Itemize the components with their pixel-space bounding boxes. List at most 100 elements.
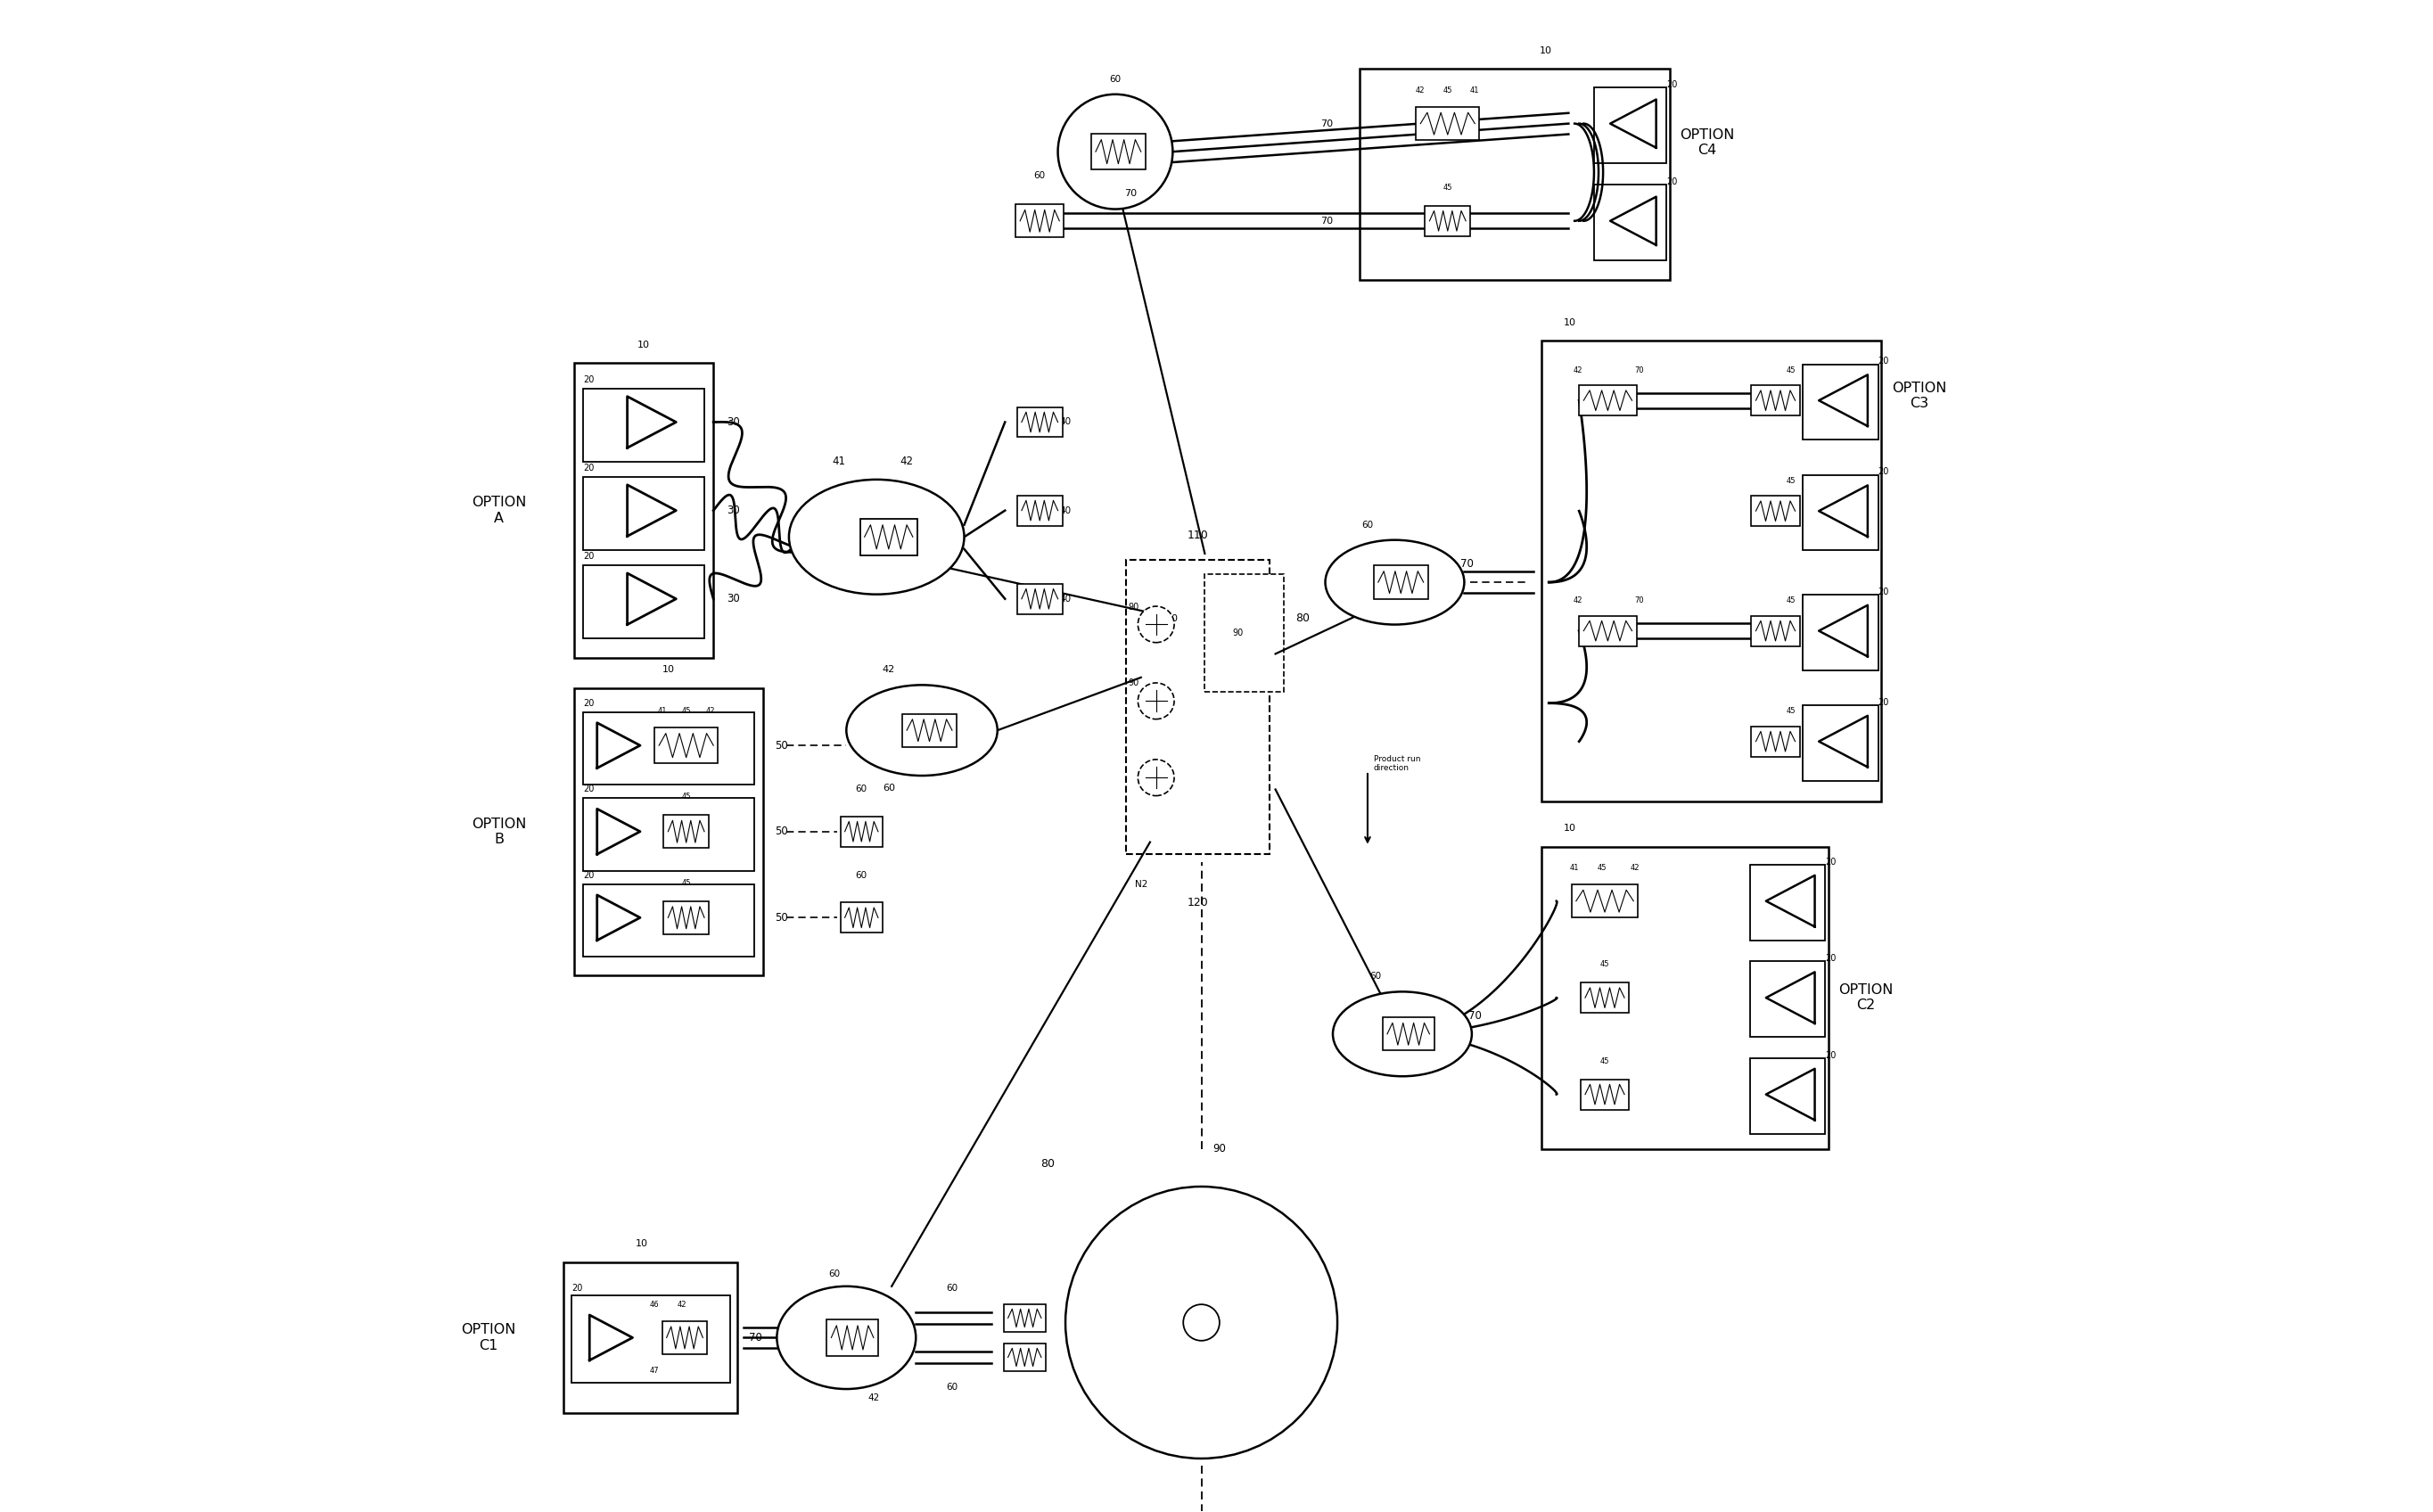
Bar: [1594, 88, 1667, 163]
Bar: [574, 363, 713, 658]
Bar: [859, 519, 917, 555]
Text: 46: 46: [650, 1300, 659, 1308]
Text: 40: 40: [1058, 507, 1071, 516]
Bar: [1581, 1080, 1630, 1110]
Text: 20: 20: [584, 464, 594, 473]
Text: 30: 30: [727, 593, 740, 605]
Text: 120: 120: [1187, 897, 1209, 909]
Text: 50: 50: [774, 912, 788, 924]
Bar: [1579, 386, 1637, 416]
Text: 42: 42: [676, 1300, 686, 1308]
Text: 60: 60: [883, 783, 895, 792]
Bar: [1360, 68, 1669, 280]
Bar: [1752, 386, 1800, 416]
Bar: [584, 565, 703, 638]
Bar: [1382, 1018, 1433, 1051]
Text: 80: 80: [1294, 612, 1309, 624]
Bar: [827, 1320, 878, 1356]
Ellipse shape: [776, 1287, 915, 1390]
Text: 60: 60: [827, 1270, 839, 1279]
Bar: [1803, 594, 1878, 670]
Circle shape: [1066, 1187, 1338, 1459]
Bar: [1090, 133, 1146, 169]
Text: 60: 60: [946, 1383, 959, 1393]
Text: 45: 45: [1786, 476, 1796, 485]
Ellipse shape: [847, 685, 998, 776]
Text: 47: 47: [650, 1367, 659, 1374]
Text: 41: 41: [1470, 86, 1479, 94]
Text: 70: 70: [1124, 189, 1136, 198]
Text: 40: 40: [1058, 417, 1071, 426]
Text: 45: 45: [1786, 597, 1796, 605]
Text: OPTION
C1: OPTION C1: [460, 1323, 516, 1352]
Circle shape: [1139, 606, 1175, 643]
Circle shape: [1182, 1305, 1219, 1341]
Bar: [1204, 575, 1285, 692]
Text: 20: 20: [1878, 587, 1890, 596]
Bar: [1752, 615, 1800, 646]
Bar: [1543, 847, 1827, 1149]
Text: 42: 42: [869, 1394, 878, 1403]
Bar: [1017, 496, 1063, 526]
Text: 45: 45: [1443, 86, 1453, 94]
Text: 70: 70: [1460, 558, 1474, 570]
Text: 20: 20: [1825, 857, 1837, 866]
Text: 45: 45: [681, 792, 691, 801]
Circle shape: [1058, 94, 1173, 209]
Text: 20: 20: [1878, 467, 1890, 476]
Text: 41: 41: [1569, 863, 1579, 872]
Text: 60: 60: [946, 1284, 959, 1293]
Bar: [662, 1321, 708, 1355]
Text: 20: 20: [1667, 80, 1679, 89]
Text: 42: 42: [1572, 366, 1581, 375]
Bar: [1579, 615, 1637, 646]
Text: 45: 45: [1443, 183, 1453, 192]
Text: OPTION
C4: OPTION C4: [1681, 129, 1735, 157]
Text: 100: 100: [1161, 614, 1178, 623]
Text: 70: 70: [1635, 597, 1645, 605]
Bar: [584, 798, 754, 871]
Bar: [839, 903, 883, 933]
Text: 20: 20: [584, 871, 594, 880]
Text: 10: 10: [1564, 318, 1577, 327]
Text: 20: 20: [584, 699, 594, 708]
Bar: [1749, 865, 1825, 940]
Text: 50: 50: [774, 826, 788, 838]
Text: 80: 80: [1041, 1158, 1053, 1170]
Bar: [1594, 184, 1667, 260]
Text: 41: 41: [832, 455, 847, 467]
Text: 60: 60: [856, 785, 866, 794]
Text: 30: 30: [727, 505, 740, 516]
Text: OPTION
A: OPTION A: [472, 496, 526, 525]
Text: 60: 60: [1370, 972, 1382, 981]
Text: Product run
direction: Product run direction: [1375, 754, 1421, 773]
Bar: [574, 688, 764, 975]
Bar: [1572, 885, 1637, 918]
Text: 70: 70: [1321, 216, 1333, 225]
Text: 110: 110: [1187, 529, 1209, 541]
Bar: [564, 1263, 737, 1414]
Bar: [1017, 584, 1063, 614]
Text: 20: 20: [1667, 177, 1679, 186]
Text: 50: 50: [774, 739, 788, 751]
Bar: [903, 714, 956, 747]
Text: 41: 41: [657, 706, 667, 715]
Text: 42: 42: [1572, 597, 1581, 605]
Bar: [1426, 206, 1470, 236]
Text: 45: 45: [1601, 960, 1611, 969]
Bar: [1803, 475, 1878, 550]
Text: 70: 70: [1321, 119, 1333, 129]
Text: 42: 42: [1630, 863, 1640, 872]
Bar: [584, 389, 703, 461]
Text: 45: 45: [1786, 708, 1796, 715]
Text: 90: 90: [1214, 1143, 1226, 1155]
Text: OPTION
B: OPTION B: [472, 816, 526, 847]
Text: 70: 70: [749, 1332, 762, 1344]
Text: 90: 90: [1129, 679, 1139, 688]
Text: 70: 70: [1635, 366, 1645, 375]
Bar: [1581, 983, 1630, 1013]
Bar: [1749, 962, 1825, 1037]
Bar: [584, 478, 703, 550]
Circle shape: [1139, 683, 1175, 720]
Text: 45: 45: [1601, 1057, 1611, 1064]
